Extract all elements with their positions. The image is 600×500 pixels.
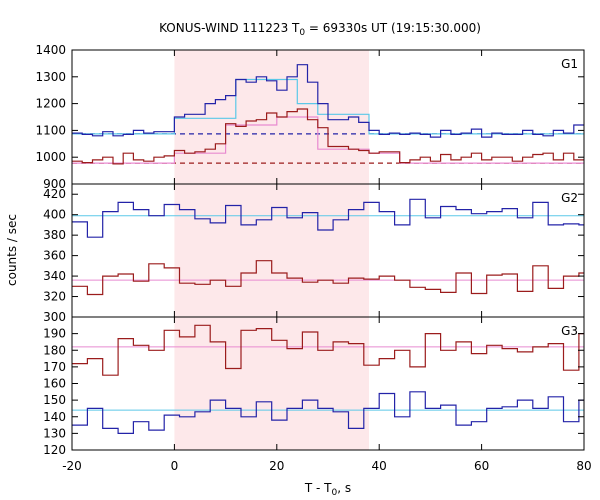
panel-label: G2 [561,191,578,205]
y-tick-label: 420 [43,187,66,201]
y-tick-label: 400 [43,208,66,222]
light-curve-series-2 [72,391,584,434]
chart-title-main: KONUS-WIND 111223 T [159,21,300,35]
panel-g2: 300 320 340 360 380 400 420 G2 [43,183,585,324]
x-axis-label-main: T - T [304,481,332,495]
y-tick-label: 300 [43,310,66,324]
panel-frame [71,316,585,451]
y-tick-label: 170 [43,360,66,374]
light-curve-series-1 [72,64,584,138]
panel-label: G1 [561,57,578,71]
y-tick-label: 320 [43,290,66,304]
light-curve-series-1 [72,198,584,238]
chart-title-subscript: 0 [299,28,305,38]
y-tick-label: 140 [43,410,66,424]
x-axis-label: T - T0, s [304,481,351,498]
model-curve-2 [72,116,584,164]
chart-title: KONUS-WIND 111223 T0 = 69330s UT (19:15:… [159,21,481,38]
x-tick-label: 60 [474,459,489,473]
y-tick-label: 1000 [35,150,66,164]
y-tick-label: 190 [43,327,66,341]
x-tick-label: -20 [62,459,82,473]
light-curve-series-2 [72,260,584,296]
y-tick-label: 130 [43,426,66,440]
x-tick-label: 40 [372,459,387,473]
y-tick-label: 380 [43,228,66,242]
y-tick-label: 180 [43,343,66,357]
y-tick-label: 1200 [35,97,66,111]
y-tick-label: 360 [43,249,66,263]
panel-g1: 900 1000 1100 1200 1300 1400 G1 [35,43,585,191]
chart-title-rest: = 69330s UT (19:15:30.000) [305,21,481,35]
y-tick-label: 120 [43,443,66,457]
y-tick-label: 340 [43,269,66,283]
y-tick-label: 160 [43,377,66,391]
x-tick-label: 20 [269,459,284,473]
panel-g3: 120 130 140 150 160 170 180 190 G3 [43,316,585,457]
light-curve-series-1 [72,324,584,376]
highlight-band [174,50,369,450]
y-tick-label: 150 [43,393,66,407]
x-axis-label-rest: , s [337,481,351,495]
panel-label: G3 [561,324,578,338]
x-tick-label: 80 [576,459,591,473]
y-tick-label: 1400 [35,43,66,57]
plot-area: 90010001100120013001400G1300320340360380… [35,43,591,473]
light-curve-series-2 [72,108,584,165]
chart-title-text: KONUS-WIND 111223 T0 = 69330s UT (19:15:… [159,21,481,38]
y-tick-label: 900 [43,177,66,191]
y-axis-label: counts / sec [5,214,19,286]
x-axis-label-subscript: 0 [332,488,338,498]
x-tick-label: 0 [171,459,179,473]
y-tick-label: 1100 [35,123,66,137]
y-tick-label: 1300 [35,70,66,84]
